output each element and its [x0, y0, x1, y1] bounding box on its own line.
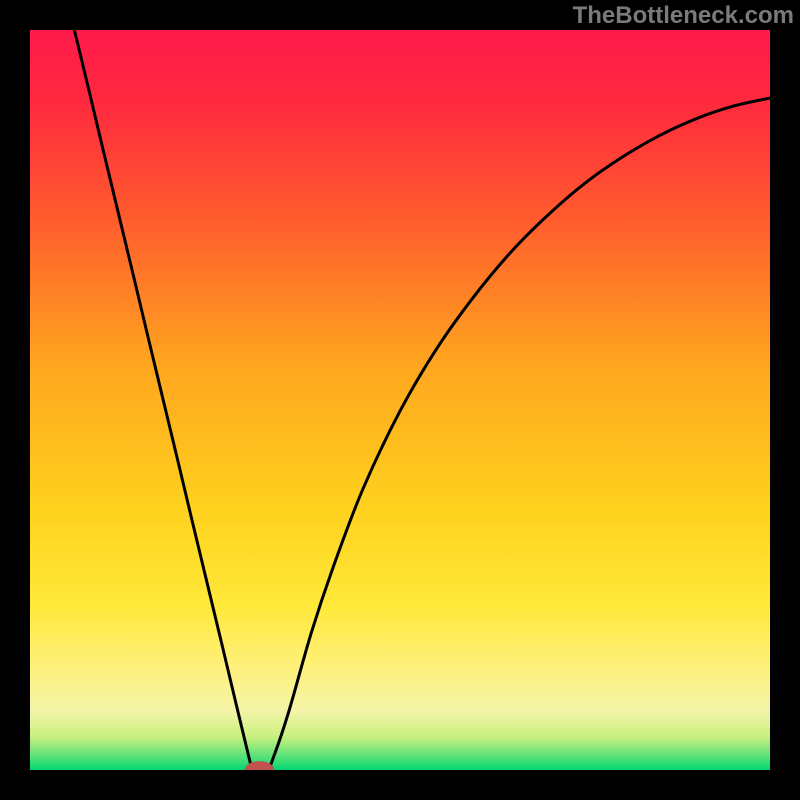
chart-background — [30, 30, 770, 770]
chart-wrapper: TheBottleneck.com — [0, 0, 800, 800]
bottleneck-chart — [0, 0, 800, 800]
watermark-label: TheBottleneck.com — [573, 2, 794, 30]
